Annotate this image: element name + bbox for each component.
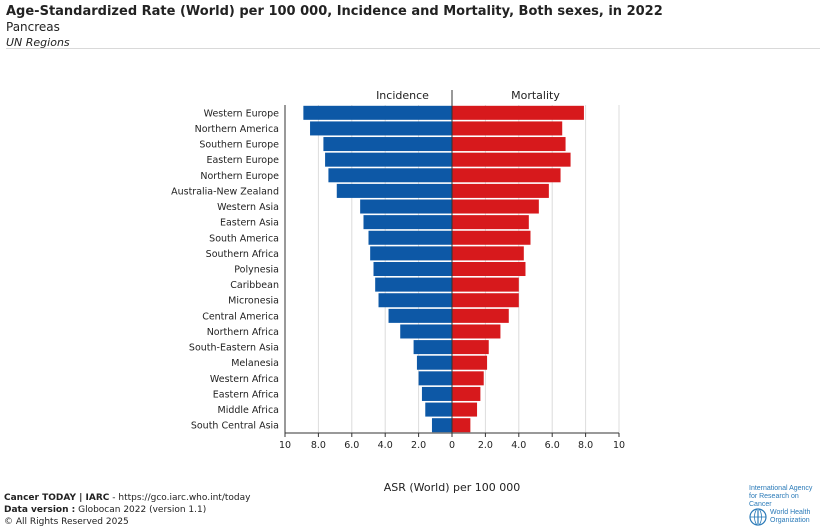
incidence-bar [363,215,452,230]
mortality-bar [452,277,519,292]
mortality-bar [452,386,481,401]
mortality-bar [452,137,566,152]
category-label: Middle Africa [218,405,280,416]
incidence-bar [416,355,452,370]
category-label: Northern Africa [207,327,279,338]
organization-logos: International Agency for Research on Can… [749,485,819,527]
who-emblem-icon [749,508,767,526]
x-tick-label: 8.0 [578,440,593,451]
mortality-bar [452,261,526,277]
category-label: Central America [202,311,279,322]
incidence-bar [328,168,452,183]
category-label: Southern Europe [199,140,279,151]
incidence-bar [378,293,452,308]
incidence-bar [388,308,452,323]
category-label: Caribbean [230,280,279,291]
x-tick-label: 2.0 [478,440,493,451]
mortality-bar [452,168,561,183]
footer: Cancer TODAY | IARC - https://gco.iarc.w… [4,492,250,528]
mortality-bar [452,293,519,308]
category-label: Northern Europe [200,171,279,182]
category-label: Micronesia [228,296,279,307]
region-grouping-label: UN Regions [6,36,70,49]
x-tick-label: 4.0 [511,440,526,451]
incidence-bar [413,340,452,355]
who-logo: World Health Organization [749,508,810,526]
mortality-bar [452,371,484,386]
category-label: Australia-New Zealand [171,186,279,197]
header-divider [6,48,820,49]
category-label: South-Eastern Asia [189,343,279,354]
incidence-bar [303,105,452,120]
category-label: Western Asia [217,202,279,213]
x-tick-label: 0 [449,440,455,451]
incidence-bar [421,386,452,401]
x-tick-label: 10 [279,440,291,451]
cancer-site-label: Pancreas [6,20,60,34]
mortality-bar [452,340,489,355]
category-label: Western Europe [204,108,280,119]
category-label: Northern America [195,124,279,135]
incidence-panel-title: Incidence [376,89,429,102]
who-logo-line1: World Health [770,509,811,516]
mortality-bar [452,355,488,370]
who-logo-line2: Organization [770,517,810,524]
x-tick-label: 6.0 [344,440,359,451]
mortality-bar [452,121,563,136]
incidence-bar [323,137,452,152]
x-tick-label: 2.0 [411,440,426,451]
category-label: South Central Asia [191,421,279,432]
mortality-bar [452,230,531,245]
source-label: Cancer TODAY | IARC [4,493,110,503]
source-url[interactable]: - https://gco.iarc.who.int/today [109,493,251,503]
x-tick-label: 10 [613,440,625,451]
x-axis-label: ASR (World) per 100 000 [384,481,521,494]
x-tick-label: 4.0 [378,440,393,451]
iarc-logo-line2: for Research on Cancer [749,493,799,508]
incidence-bar [325,152,452,167]
mortality-panel-title: Mortality [511,89,560,102]
incidence-bar [370,246,452,261]
category-label: Western Africa [210,374,279,385]
iarc-logo: International Agency for Research on Can… [749,485,819,509]
mortality-bar [452,105,584,120]
data-version-value: Globocan 2022 (version 1.1) [75,505,207,515]
incidence-bar [425,402,452,417]
mortality-bar [452,183,549,198]
category-label: Polynesia [234,265,279,276]
incidence-bar [400,324,452,339]
mortality-bar [452,308,509,323]
iarc-logo-line1: International Agency [749,485,813,492]
incidence-bar [368,230,452,245]
incidence-bar [360,199,452,214]
chart-title: Age-Standardized Rate (World) per 100 00… [6,4,663,19]
mortality-bar [452,215,529,230]
category-label: Eastern Europe [206,155,279,166]
category-label: South America [209,233,279,244]
mortality-bar [452,246,524,261]
mortality-bar [452,418,471,433]
incidence-bar [418,371,452,386]
category-label: Southern Africa [206,249,279,260]
incidence-bar [336,183,452,198]
incidence-bar [373,261,452,277]
x-tick-label: 6.0 [545,440,560,451]
mortality-bar [452,199,539,214]
data-version-label: Data version : [4,505,76,515]
category-label: Eastern Africa [213,389,279,400]
category-label: Eastern Asia [220,218,279,229]
x-tick-label: 8.0 [311,440,326,451]
mortality-bar [452,324,501,339]
incidence-bar [310,121,452,136]
mortality-bar [452,402,478,417]
copyright-text: © All Rights Reserved 2025 [4,517,129,527]
incidence-bar [431,418,452,433]
mortality-bar [452,152,571,167]
incidence-bar [375,277,452,292]
category-label: Melanesia [231,358,279,369]
chart-header: Age-Standardized Rate (World) per 100 00… [6,3,663,50]
